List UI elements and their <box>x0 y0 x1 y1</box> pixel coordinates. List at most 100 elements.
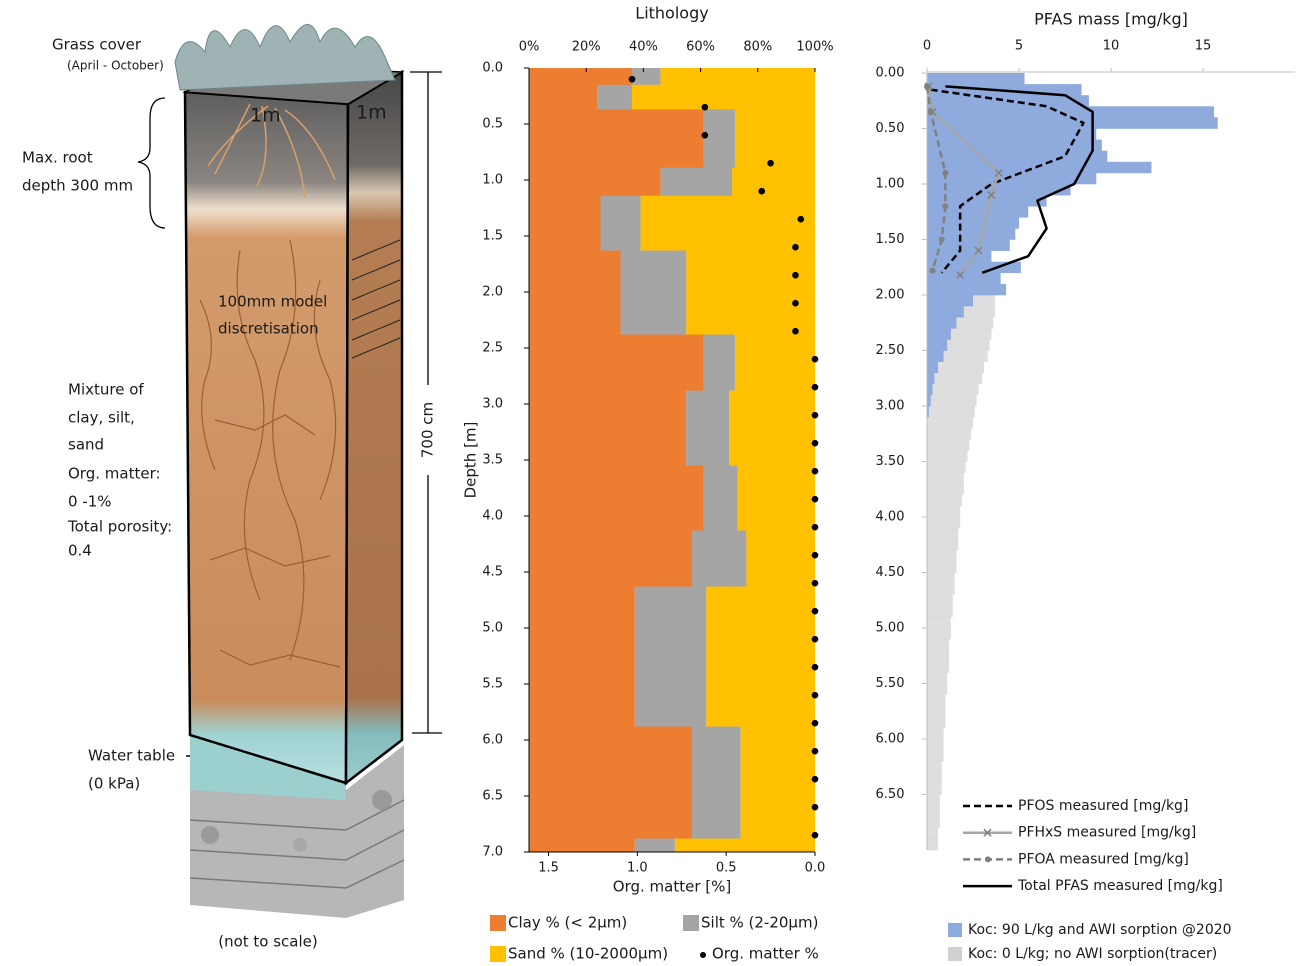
label: depth 300 mm <box>22 177 133 195</box>
page: Grass cover (April - October) 1m 1m Max.… <box>0 0 1297 966</box>
label: Org. matter: <box>68 465 161 483</box>
marker <box>942 170 948 176</box>
y-tick-label: 4.5 <box>482 565 503 580</box>
bar <box>927 317 956 328</box>
bar-segment <box>601 196 641 251</box>
bar-segment <box>661 168 733 196</box>
bar-segment <box>529 587 635 727</box>
marker <box>928 109 934 115</box>
bar <box>927 362 938 373</box>
bar <box>927 550 956 561</box>
bar <box>927 606 953 617</box>
x2-tick-label: 1.5 <box>538 861 559 876</box>
bar <box>927 295 973 306</box>
grass <box>175 25 395 91</box>
bar-segment <box>675 839 815 853</box>
y-tick-label: 5.00 <box>876 621 905 636</box>
y-tick-label: 1.50 <box>876 232 905 247</box>
bar <box>927 384 933 395</box>
label: clay, silt, <box>68 409 135 427</box>
bar-segment <box>621 251 687 335</box>
legend-label: Org. matter % <box>712 945 819 963</box>
bar <box>927 573 955 584</box>
bar-segment <box>598 85 632 110</box>
bar-segment <box>692 531 746 587</box>
legend-label: PFOA measured [mg/kg] <box>1018 851 1189 867</box>
bar <box>927 528 958 539</box>
bar-segment <box>529 466 703 531</box>
bar-segment <box>741 727 815 839</box>
bar <box>927 406 975 417</box>
org-matter-point <box>812 496 819 503</box>
bar <box>927 783 942 794</box>
bar <box>927 217 1019 228</box>
label: Max. root <box>22 149 93 167</box>
legend-swatch <box>490 915 506 931</box>
bar <box>927 506 960 517</box>
bar-segment <box>706 587 815 727</box>
chart-title: PFAS mass [mg/kg] <box>1034 10 1188 29</box>
marker <box>930 268 936 274</box>
legend-swatch <box>683 915 699 931</box>
bar <box>927 462 966 473</box>
label: 1m <box>250 105 281 127</box>
bar <box>927 306 964 317</box>
y-tick-label: 4.50 <box>876 565 905 580</box>
label: Mixture of <box>68 381 144 399</box>
label: sand <box>68 436 104 454</box>
bar-segment <box>703 109 734 168</box>
org-matter-point <box>792 244 799 251</box>
bar <box>927 450 967 461</box>
legend-swatch <box>948 923 962 937</box>
bar <box>927 439 969 450</box>
pebble <box>201 826 219 844</box>
bar-segment <box>635 587 707 727</box>
org-matter-point <box>792 300 799 307</box>
bar <box>927 661 949 672</box>
bar <box>927 617 951 628</box>
bar-segment <box>703 466 737 531</box>
bar <box>927 517 960 528</box>
bar <box>927 639 949 650</box>
y-tick-label: 4.00 <box>876 510 905 525</box>
soil-side-face <box>346 72 402 783</box>
org-matter-point <box>812 748 819 755</box>
label: 0 -1% <box>68 493 112 511</box>
label: 1m <box>356 102 387 124</box>
soil-illustration: Grass cover (April - October) 1m 1m Max.… <box>22 25 442 951</box>
bar <box>927 162 1151 173</box>
bar-segment <box>703 335 734 391</box>
chart: PFAS mass [mg/kg]0.000.501.001.502.002.5… <box>876 10 1295 963</box>
bar <box>927 628 951 639</box>
bar <box>927 817 940 828</box>
x-tick-label: 5 <box>1015 39 1023 54</box>
chart-title: Lithology <box>635 4 708 23</box>
bar <box>927 795 940 806</box>
y-tick-label: 3.00 <box>876 399 905 414</box>
bar-segment <box>529 109 703 168</box>
x-tick-label: 40% <box>629 40 658 55</box>
bar <box>927 828 938 839</box>
bar-segment <box>735 335 815 391</box>
bar <box>927 728 944 739</box>
bar <box>927 351 944 362</box>
bar-segment <box>529 727 692 839</box>
legend-label: Silt % (2-20µm) <box>701 914 818 932</box>
y-tick-label: 2.0 <box>482 285 503 300</box>
bar-segment <box>735 109 815 168</box>
org-matter-point <box>767 160 774 167</box>
org-matter-point <box>812 552 819 559</box>
org-matter-point <box>812 412 819 419</box>
org-matter-point <box>812 608 819 615</box>
x-tick-label: 0% <box>519 40 540 55</box>
org-matter-point <box>812 524 819 531</box>
marker <box>924 83 930 89</box>
root-depth-brace <box>138 98 165 228</box>
legend-marker <box>985 856 991 862</box>
y-tick-label: 0.5 <box>482 117 503 132</box>
y-tick-label: 6.50 <box>876 787 905 802</box>
label: (0 kPa) <box>88 775 140 793</box>
x-tick-label: 60% <box>686 40 715 55</box>
bar <box>927 750 944 761</box>
org-matter-point <box>812 720 819 727</box>
